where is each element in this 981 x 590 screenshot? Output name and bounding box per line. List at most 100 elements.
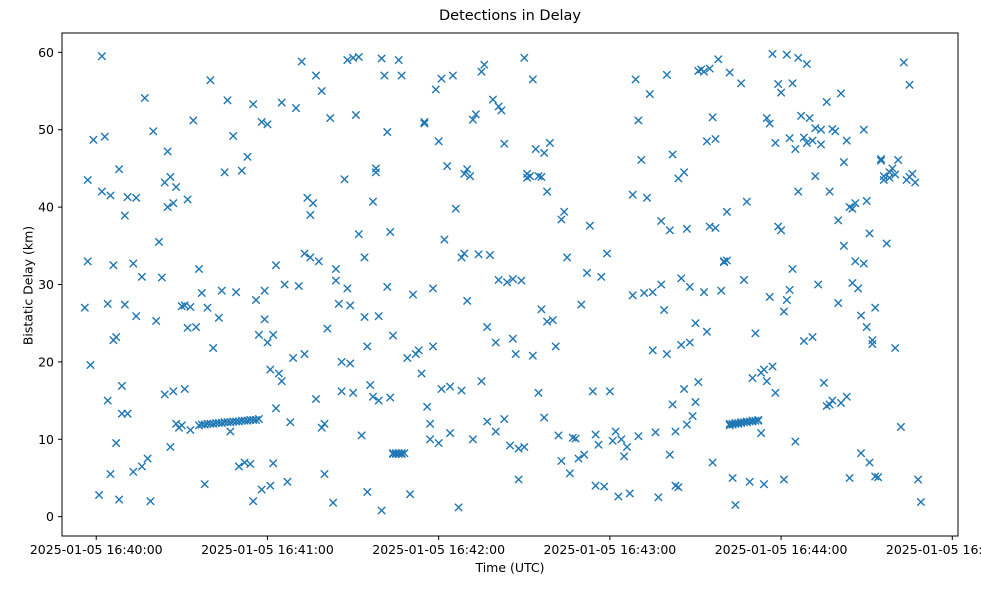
x-tick-label: 2025-01-05 16:45:00 [886,542,981,557]
detection-marker [508,275,517,284]
detection-marker [232,288,241,297]
detection-marker [169,199,178,208]
detection-marker [354,230,363,239]
detection-marker [782,296,791,304]
detection-marker [799,337,808,345]
detection-marker [571,434,580,443]
detection-marker [896,422,905,431]
detection-marker [272,261,280,270]
detection-marker [186,302,195,311]
detection-marker [891,170,900,179]
detection-marker [417,369,426,378]
detection-marker [172,183,181,191]
detection-marker [765,292,774,301]
detection-marker [674,174,683,183]
detection-marker [905,80,914,89]
detection-marker [517,276,526,285]
detection-marker [694,378,703,386]
detection-marker [334,299,343,308]
detection-marker [605,387,614,396]
detection-marker [346,301,355,310]
detection-marker [708,458,717,467]
detection-marker [214,313,223,322]
detection-marker [363,342,372,351]
detection-marker [429,284,437,293]
detection-marker [528,75,537,84]
detection-marker [808,333,817,342]
detection-marker [169,387,178,396]
detection-marker [115,165,124,174]
detection-marker [406,490,415,499]
detection-marker [360,313,369,321]
detection-marker [80,303,89,312]
detection-marker [771,388,780,397]
detection-marker [785,134,794,143]
detection-marker [677,274,686,283]
detection-marker [300,350,309,359]
detection-marker [623,443,631,451]
detection-marker [274,369,283,378]
detection-marker [680,385,689,393]
detection-marker [674,483,683,492]
detection-marker [260,315,269,324]
detection-marker [540,148,549,157]
detection-marker [634,432,643,441]
detection-marker [397,71,406,80]
detection-marker [249,100,258,109]
detection-marker [106,191,115,200]
detection-marker [166,443,175,451]
detection-marker [317,423,326,432]
detection-marker [500,139,509,148]
detection-marker [740,275,748,284]
detection-marker [112,439,121,448]
detection-marker [640,289,649,297]
detection-marker [371,168,380,177]
detection-marker [831,127,840,136]
detection-marker [420,118,429,126]
detection-marker [300,249,309,258]
detection-marker [580,450,589,459]
detection-marker [837,398,845,407]
detection-marker [323,324,332,333]
detection-marker [859,125,868,134]
detection-marker [894,155,903,164]
detection-marker [514,475,523,484]
detection-marker [788,265,797,273]
detection-marker [414,346,423,355]
detection-marker [486,251,494,260]
detection-marker [383,128,392,137]
detection-marker [477,377,486,386]
detection-marker [132,193,141,202]
detection-marker [277,377,286,386]
detection-marker [645,90,654,99]
detection-marker [177,421,186,430]
detection-marker [722,207,731,216]
detection-marker [252,296,260,304]
detection-marker [651,428,660,437]
detection-marker [474,250,483,259]
detection-marker [871,303,880,312]
detection-marker [123,409,132,418]
detection-marker [862,323,871,332]
detection-marker [140,94,149,102]
detection-marker [742,197,751,206]
detection-marker [294,282,303,290]
detection-marker [916,498,925,506]
detection-marker [822,97,831,106]
detection-marker [443,162,452,171]
detection-marker [722,256,731,265]
detection-marker [337,357,346,366]
detection-marker [423,402,432,411]
detection-marker [585,221,594,230]
detection-marker [195,265,203,273]
detection-marker [731,501,740,509]
detection-marker [189,116,198,125]
detection-marker [357,431,366,440]
detection-marker [511,350,520,359]
detection-marker [611,427,620,436]
detection-marker [400,449,409,458]
detection-marker [665,226,674,235]
detection-marker [520,443,529,451]
detection-marker [628,291,637,300]
detection-marker [117,409,126,418]
